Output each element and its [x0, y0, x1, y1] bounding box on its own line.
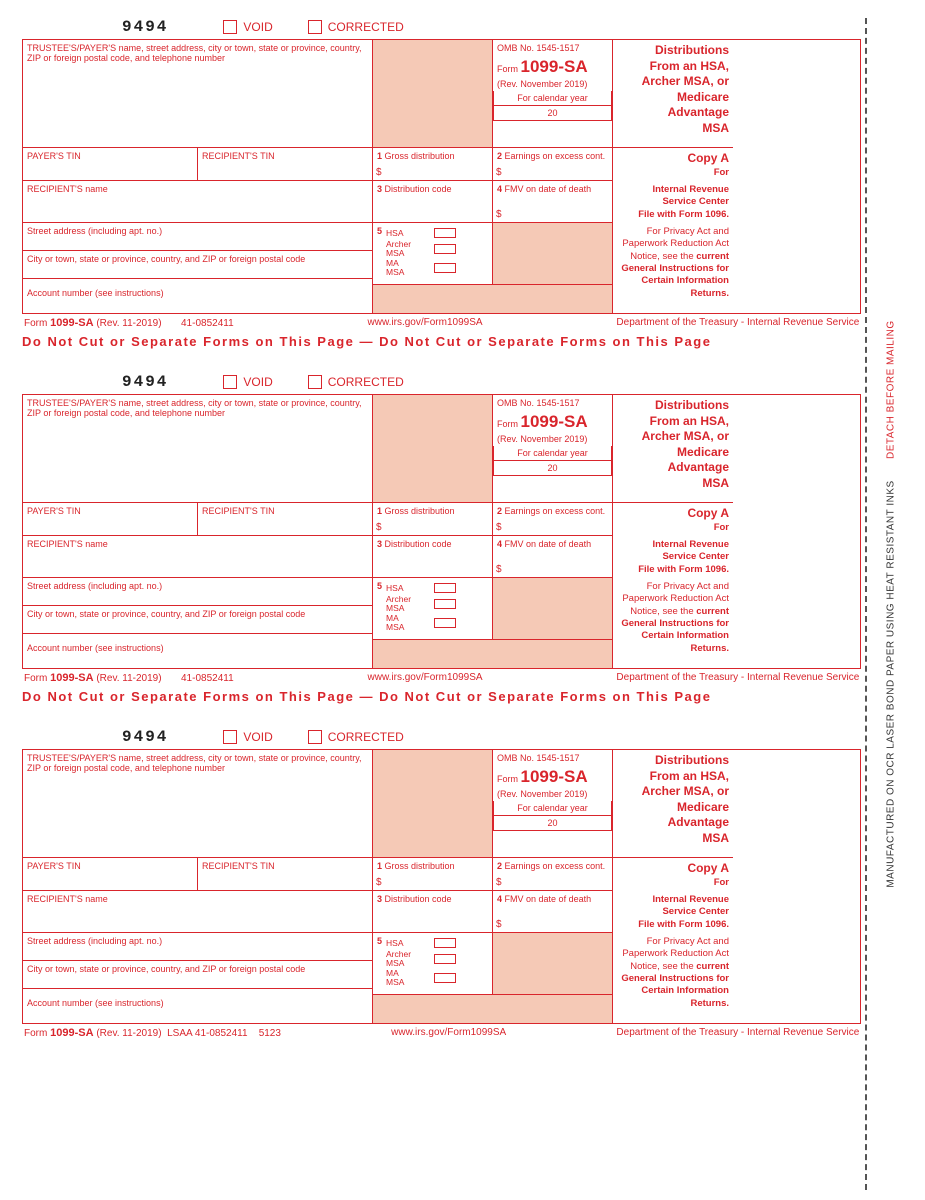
form-footer: Form 1099-SA (Rev. 11-2019) 41-0852411 w…	[22, 314, 861, 329]
box-2[interactable]: 2 Earnings on excess cont.$	[493, 858, 613, 891]
box-3[interactable]: 3 Distribution code	[373, 891, 493, 933]
box-4[interactable]: 4 FMV on date of death$	[493, 891, 613, 933]
recipients-tin-box[interactable]: RECIPIENT'S TIN	[198, 148, 373, 181]
street-address-box[interactable]: Street address (including apt. no.)	[23, 933, 372, 961]
recipient-name-box[interactable]: RECIPIENT'S name	[23, 181, 373, 223]
city-box[interactable]: City or town, state or province, country…	[23, 251, 372, 279]
form-footer: Form 1099-SA (Rev. 11-2019) LSAA 41-0852…	[22, 1024, 861, 1039]
form-code: 9494	[122, 373, 168, 391]
corrected-label: CORRECTED	[328, 20, 404, 34]
void-checkbox[interactable]	[223, 20, 237, 34]
box-2[interactable]: 2 Earnings on excess cont.$	[493, 503, 613, 536]
recipient-name-box[interactable]: RECIPIENT'S name	[23, 536, 373, 578]
ma-msa-checkbox[interactable]	[434, 263, 456, 273]
form-title-box: DistributionsFrom an HSA,Archer MSA, orM…	[613, 395, 733, 503]
shaded-box-5	[493, 578, 613, 640]
shaded-box-bottom	[373, 285, 613, 313]
city-box[interactable]: City or town, state or province, country…	[23, 606, 372, 634]
hsa-checkbox[interactable]	[434, 228, 456, 238]
box-5[interactable]: 5 HSA Archer MSA MA MSA	[373, 933, 493, 995]
account-number-box[interactable]: Account number (see instructions)	[23, 995, 373, 1023]
detach-strip: MANUFACTURED ON OCR LASER BOND PAPER USI…	[865, 18, 915, 1190]
shaded-box-5	[493, 933, 613, 995]
account-number-box[interactable]: Account number (see instructions)	[23, 285, 373, 313]
hsa-checkbox[interactable]	[434, 583, 456, 593]
form-title-box: Distributions From an HSA, Archer MSA, o…	[613, 40, 733, 148]
hsa-checkbox[interactable]	[434, 938, 456, 948]
corrected-checkbox[interactable]	[308, 375, 322, 389]
archer-checkbox[interactable]	[434, 244, 456, 254]
box-5[interactable]: 5 HSA Archer MSA MA MSA	[373, 223, 493, 285]
archer-checkbox[interactable]	[434, 599, 456, 609]
ma-msa-checkbox[interactable]	[434, 973, 456, 983]
corrected-checkbox[interactable]	[308, 730, 322, 744]
street-address-box[interactable]: Street address (including apt. no.)	[23, 578, 372, 606]
form-footer: Form 1099-SA (Rev. 11-2019) 41-0852411 w…	[22, 669, 861, 684]
detach-text: DETACH BEFORE MAILING	[886, 320, 897, 459]
form-1099sa-copy-1: 9494 VOID CORRECTED TRUSTEE'S/PAYER'S na…	[22, 18, 861, 363]
form-title-box: DistributionsFrom an HSA,Archer MSA, orM…	[613, 750, 733, 858]
copy-a-box: Copy A For	[613, 148, 733, 181]
ma-msa-checkbox[interactable]	[434, 618, 456, 628]
form-id-box: OMB No. 1545-1517 Form 1099-SA (Rev. Nov…	[493, 750, 613, 858]
box-1[interactable]: 1 Gross distribution$	[373, 503, 493, 536]
box-2[interactable]: 2 Earnings on excess cont.$	[493, 148, 613, 181]
box-1[interactable]: 1 Gross distribution$	[373, 858, 493, 891]
void-checkbox[interactable]	[223, 730, 237, 744]
void-label: VOID	[243, 730, 272, 744]
shaded-box-top	[373, 40, 493, 148]
box-3[interactable]: 3 Distribution code	[373, 536, 493, 578]
payers-tin-box[interactable]: PAYER'S TIN	[23, 858, 198, 891]
payers-tin-box[interactable]: PAYER'S TIN	[23, 148, 198, 181]
corrected-label: CORRECTED	[328, 730, 404, 744]
shaded-box-top	[373, 395, 493, 503]
box-4[interactable]: 4 FMV on date of death$	[493, 536, 613, 578]
box-1[interactable]: 1 Gross distribution$	[373, 148, 493, 181]
box-3[interactable]: 3 Distribution code	[373, 181, 493, 223]
paper-info-text: MANUFACTURED ON OCR LASER BOND PAPER USI…	[886, 480, 897, 887]
shaded-box-bottom	[373, 995, 613, 1023]
do-not-cut-warning: Do Not Cut or Separate Forms on This Pag…	[22, 684, 861, 718]
payer-info-box[interactable]: TRUSTEE'S/PAYER'S name, street address, …	[23, 395, 373, 503]
payer-info-box[interactable]: TRUSTEE'S/PAYER'S name, street address, …	[23, 40, 373, 148]
street-address-box[interactable]: Street address (including apt. no.)	[23, 223, 372, 251]
recipients-tin-box[interactable]: RECIPIENT'S TIN	[198, 503, 373, 536]
void-label: VOID	[243, 20, 272, 34]
forms-column: 9494 VOID CORRECTED TRUSTEE'S/PAYER'S na…	[22, 18, 861, 1190]
form-number: 1099-SA	[521, 57, 588, 76]
form-id-box: OMB No. 1545-1517 Form 1099-SA (Rev. Nov…	[493, 40, 613, 148]
archer-checkbox[interactable]	[434, 954, 456, 964]
do-not-cut-warning: Do Not Cut or Separate Forms on This Pag…	[22, 329, 861, 363]
void-label: VOID	[243, 375, 272, 389]
void-checkbox[interactable]	[223, 375, 237, 389]
payer-info-box[interactable]: TRUSTEE'S/PAYER'S name, street address, …	[23, 750, 373, 858]
form-code: 9494	[122, 728, 168, 746]
form-code: 9494	[122, 18, 168, 36]
city-box[interactable]: City or town, state or province, country…	[23, 961, 372, 989]
corrected-checkbox[interactable]	[308, 20, 322, 34]
shaded-box-bottom	[373, 640, 613, 668]
corrected-label: CORRECTED	[328, 375, 404, 389]
box-5[interactable]: 5 HSA Archer MSA MA MSA	[373, 578, 493, 640]
form-1099sa-copy-2: 9494 VOID CORRECTED TRUSTEE'S/PAYER'S na…	[22, 373, 861, 718]
account-number-box[interactable]: Account number (see instructions)	[23, 640, 373, 668]
shaded-box-top	[373, 750, 493, 858]
form-id-box: OMB No. 1545-1517 Form 1099-SA (Rev. Nov…	[493, 395, 613, 503]
address-boxes: Street address (including apt. no.) City…	[23, 223, 373, 285]
form-1099sa-copy-3: 9494 VOID CORRECTED TRUSTEE'S/PAYER'S na…	[22, 728, 861, 1039]
recipient-name-box[interactable]: RECIPIENT'S name	[23, 891, 373, 933]
box-4[interactable]: 4 FMV on date of death$	[493, 181, 613, 223]
recipients-tin-box[interactable]: RECIPIENT'S TIN	[198, 858, 373, 891]
shaded-box-5	[493, 223, 613, 285]
payers-tin-box[interactable]: PAYER'S TIN	[23, 503, 198, 536]
